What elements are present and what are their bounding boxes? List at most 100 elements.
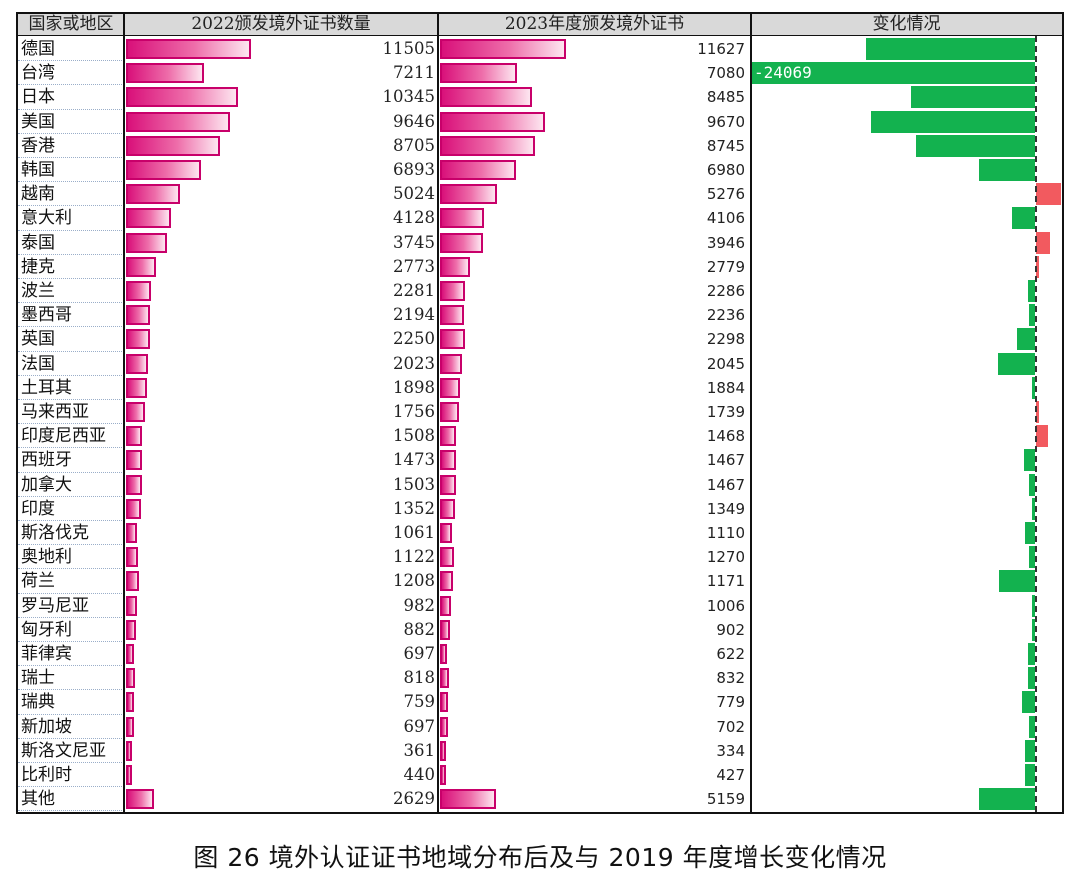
bar-2022	[126, 765, 132, 785]
value-2023: 902	[716, 620, 745, 639]
change-label: -24069	[754, 63, 812, 83]
value-2023: 1349	[706, 499, 745, 518]
value-2022: 7211	[393, 63, 435, 83]
bar-2023	[440, 305, 465, 326]
region-name: 台湾	[18, 61, 124, 86]
change-bar	[1029, 473, 1035, 496]
value-2023: 2236	[706, 306, 745, 325]
region-name: 英国	[18, 327, 124, 352]
value-2022: 759	[403, 692, 436, 712]
change-bar	[752, 62, 1035, 85]
table-row: 其他 2629 5159	[18, 787, 1062, 812]
bar-2023	[440, 740, 446, 761]
bar-2023	[440, 208, 485, 229]
change-bar	[1036, 255, 1040, 278]
table-row: 捷克 2773 2779	[18, 255, 1062, 279]
value-2022: 2629	[393, 789, 435, 809]
change-bar	[1029, 546, 1035, 569]
bar-2022	[126, 740, 132, 761]
change-bar	[1036, 401, 1039, 423]
value-2023: 334	[716, 741, 745, 760]
region-name: 罗马尼亚	[18, 594, 124, 618]
region-name: 马来西亚	[18, 400, 124, 425]
table-row: 荷兰 1208 1171	[18, 569, 1062, 594]
value-2022: 818	[403, 668, 436, 688]
value-2022: 2250	[393, 329, 435, 349]
change-bar	[916, 134, 1035, 157]
change-bar	[1032, 618, 1035, 641]
table-row: 加拿大 1503 1467	[18, 473, 1062, 497]
bar-2022	[126, 208, 171, 229]
table-row: 西班牙 1473 1467	[18, 448, 1062, 473]
bar-2023	[440, 595, 451, 616]
bar-2023	[440, 716, 448, 737]
change-zero-axis	[1035, 36, 1037, 812]
table-row: 印度尼西亚 1508 1468	[18, 424, 1062, 449]
table-row: 法国 2023 2045	[18, 352, 1062, 376]
data-table: 国家或地区 2022颁发境外证书数量 2023年度颁发境外证书 变化情况 德国 1150…	[16, 12, 1064, 814]
table-row: 波兰 2281 2286	[18, 279, 1062, 304]
region-name: 新加坡	[18, 715, 124, 739]
value-2022: 1503	[393, 474, 435, 494]
table-row: 越南 5024 5276	[18, 182, 1062, 207]
bar-2022	[126, 377, 147, 398]
bar-2023	[440, 571, 453, 592]
value-2022: 1756	[393, 402, 435, 421]
value-2022: 6893	[393, 160, 435, 179]
change-bar	[1032, 497, 1035, 520]
table-row: 瑞典 759 779	[18, 690, 1062, 715]
change-bar	[1028, 667, 1035, 690]
bar-2023	[440, 184, 498, 205]
bar-2022	[126, 547, 139, 568]
value-2022: 2194	[393, 305, 435, 325]
change-bar	[1016, 328, 1035, 351]
bar-2023	[440, 135, 535, 156]
change-bar	[978, 788, 1035, 811]
bar-2023	[440, 63, 517, 84]
region-name: 西班牙	[18, 448, 124, 473]
value-2023: 1467	[706, 451, 745, 470]
value-2023: 1270	[706, 548, 745, 567]
change-bar	[998, 570, 1035, 593]
column-divider	[123, 14, 125, 812]
value-2022: 1352	[393, 498, 435, 518]
region-name: 瑞典	[18, 690, 124, 715]
bar-2023	[440, 619, 450, 640]
change-bar	[1025, 522, 1035, 544]
value-2022: 2023	[393, 353, 435, 373]
region-name: 韩国	[18, 158, 124, 183]
change-bar	[910, 86, 1035, 109]
bar-2023	[440, 498, 455, 519]
value-2022: 11505	[382, 39, 436, 58]
bar-2023	[440, 281, 465, 301]
value-2022: 1061	[393, 523, 435, 542]
table-row: 德国 11505 11627	[18, 37, 1062, 62]
value-2022: 9646	[393, 111, 435, 131]
value-2023: 2045	[706, 354, 745, 373]
value-2023: 1468	[706, 427, 745, 446]
value-2022: 5024	[393, 184, 435, 204]
region-name: 泰国	[18, 231, 124, 255]
value-2022: 10345	[382, 87, 436, 107]
table-row: 墨西哥 2194 2236	[18, 303, 1062, 328]
table-row: 英国 2250 2298	[18, 327, 1062, 352]
bar-2022	[126, 160, 201, 180]
region-name: 法国	[18, 352, 124, 376]
bar-2023	[440, 111, 545, 132]
value-2022: 8705	[393, 135, 435, 155]
value-2022: 361	[403, 740, 436, 760]
value-2023: 8485	[706, 88, 745, 107]
region-name: 德国	[18, 37, 124, 62]
value-2023: 779	[716, 693, 745, 712]
bar-2023	[440, 160, 516, 180]
header-2022: 2022颁发境外证书数量	[124, 14, 438, 36]
value-2023: 11627	[697, 40, 745, 58]
value-2023: 622	[716, 645, 745, 663]
bar-2023	[440, 644, 447, 664]
region-name: 斯洛文尼亚	[18, 739, 124, 763]
table-row: 韩国 6893 6980	[18, 158, 1062, 183]
bar-2023	[440, 377, 461, 398]
bar-2022	[126, 450, 142, 471]
bar-2022	[126, 329, 151, 350]
change-bar	[1032, 594, 1035, 617]
